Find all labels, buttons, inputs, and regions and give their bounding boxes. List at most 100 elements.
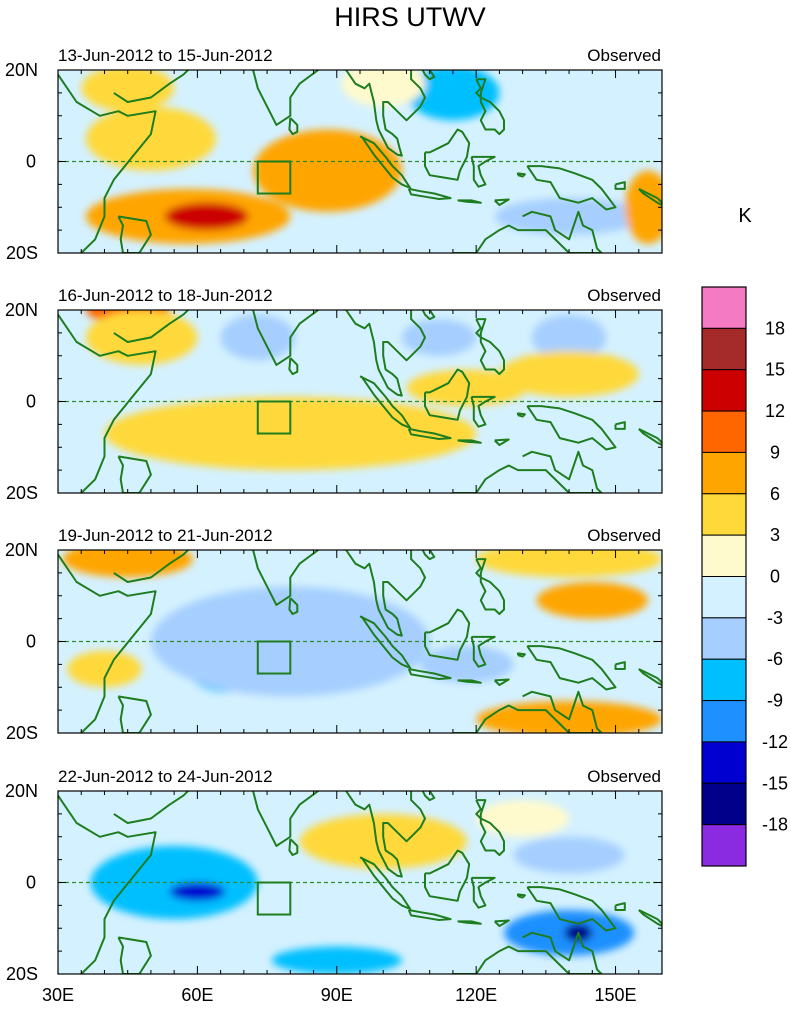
panel-content bbox=[58, 70, 662, 253]
coastline bbox=[344, 791, 426, 878]
anomaly-contour bbox=[169, 882, 226, 901]
colorbar-swatch bbox=[701, 534, 747, 578]
colorbar-label: 3 bbox=[770, 525, 780, 545]
anomaly-contour bbox=[85, 310, 198, 365]
y-tick-label: 20S bbox=[6, 243, 38, 263]
panel-period: 16-Jun-2012 to 18-Jun-2012 bbox=[58, 286, 273, 305]
coastline bbox=[113, 310, 190, 343]
colorbar-swatch bbox=[701, 327, 747, 371]
coastline bbox=[250, 310, 320, 366]
coastline bbox=[344, 550, 426, 637]
map-panel-1: 13-Jun-2012 to 15-Jun-2012 Observed 20N 0 20… bbox=[5, 46, 663, 263]
coastline bbox=[470, 635, 496, 668]
anomaly-contour bbox=[420, 646, 514, 683]
anomaly-contour bbox=[624, 170, 662, 244]
colorbar-swatch bbox=[701, 576, 747, 619]
coastline bbox=[424, 849, 471, 902]
anomaly-contour bbox=[494, 198, 644, 235]
coastline bbox=[479, 768, 481, 782]
x-tick-label: 150E bbox=[595, 985, 637, 1005]
panel-period: 22-Jun-2012 to 24-Jun-2012 bbox=[58, 767, 273, 786]
coastline bbox=[457, 439, 482, 444]
anomaly-contour bbox=[513, 836, 625, 874]
anomaly-contour bbox=[81, 70, 175, 112]
study-region-box bbox=[256, 881, 292, 916]
anomaly-contour bbox=[406, 70, 500, 121]
colorbar-swatch bbox=[701, 617, 747, 660]
colorbar-label: 18 bbox=[765, 318, 785, 338]
coastline bbox=[614, 181, 626, 190]
coastline bbox=[494, 919, 510, 927]
y-tick-label: 0 bbox=[26, 392, 36, 412]
panel-label: Observed bbox=[587, 286, 661, 305]
coastline bbox=[526, 405, 617, 451]
anomaly-contour bbox=[90, 845, 258, 920]
colorbar-label: 9 bbox=[770, 442, 780, 462]
map-panel-3: 19-Jun-2012 to 21-Jun-2012 Observed 20N 0 20… bbox=[5, 526, 663, 743]
anomaly-contour bbox=[494, 428, 662, 484]
y-tick-label: 20N bbox=[5, 540, 38, 560]
anomaly-contour bbox=[164, 202, 249, 231]
coastline bbox=[407, 668, 452, 680]
coastline bbox=[288, 838, 299, 856]
coastline bbox=[638, 668, 662, 687]
coastline bbox=[475, 78, 505, 136]
coastline bbox=[638, 428, 662, 447]
panel-label: Observed bbox=[587, 767, 661, 786]
map-panel-2: 16-Jun-2012 to 18-Jun-2012 Observed 20N 0 20… bbox=[5, 286, 663, 503]
coastline bbox=[421, 791, 436, 802]
x-tick-label: 120E bbox=[455, 985, 497, 1005]
anomaly-contour bbox=[62, 550, 193, 578]
anomaly-contour bbox=[253, 129, 402, 212]
coastline bbox=[517, 172, 526, 178]
colorbar-label: -15 bbox=[762, 773, 788, 793]
y-tick-label: 20N bbox=[5, 60, 38, 80]
panel-period: 13-Jun-2012 to 15-Jun-2012 bbox=[58, 46, 273, 65]
panel-period: 19-Jun-2012 to 21-Jun-2012 bbox=[58, 526, 273, 545]
coastlines bbox=[58, 768, 662, 974]
coastline bbox=[424, 608, 471, 661]
coastline bbox=[117, 215, 152, 253]
coastline bbox=[479, 287, 481, 301]
coastline bbox=[288, 117, 299, 136]
colorbar-swatch bbox=[701, 410, 747, 453]
coastline bbox=[117, 936, 152, 974]
colorbar-swatch bbox=[701, 700, 747, 743]
coastline bbox=[359, 375, 412, 429]
coastline bbox=[113, 791, 190, 824]
coastline bbox=[359, 615, 412, 669]
coastline bbox=[475, 690, 603, 733]
anomaly-contour bbox=[476, 550, 662, 578]
coastline bbox=[457, 199, 482, 204]
coastline bbox=[494, 198, 510, 206]
panel-content bbox=[58, 768, 662, 974]
coastline bbox=[517, 652, 526, 658]
panel-ticks bbox=[57, 790, 663, 975]
coastline bbox=[113, 70, 190, 103]
panel-ticks bbox=[57, 309, 663, 494]
colorbar-label: -3 bbox=[767, 608, 783, 628]
panel-label: Observed bbox=[587, 526, 661, 545]
study-region-box bbox=[256, 160, 292, 195]
anomaly-contour bbox=[536, 582, 649, 619]
coastline bbox=[58, 795, 157, 974]
panel-ticks bbox=[57, 69, 663, 254]
coastline bbox=[494, 438, 510, 446]
coastline bbox=[250, 70, 320, 126]
coastline bbox=[58, 554, 157, 733]
coastline bbox=[475, 210, 603, 253]
coastline bbox=[470, 876, 496, 909]
coastline bbox=[475, 318, 505, 376]
coastline bbox=[494, 678, 510, 686]
anomaly-contour bbox=[85, 106, 216, 171]
coastline bbox=[58, 74, 157, 253]
colorbar-label: 0 bbox=[770, 567, 780, 587]
coastline bbox=[470, 395, 496, 428]
coastline bbox=[250, 791, 320, 847]
coastline bbox=[407, 187, 452, 200]
coastline bbox=[424, 368, 471, 421]
coastlines bbox=[58, 550, 662, 733]
anomaly-contour bbox=[271, 946, 402, 974]
study-region-box bbox=[256, 400, 292, 435]
coastline bbox=[614, 661, 626, 670]
